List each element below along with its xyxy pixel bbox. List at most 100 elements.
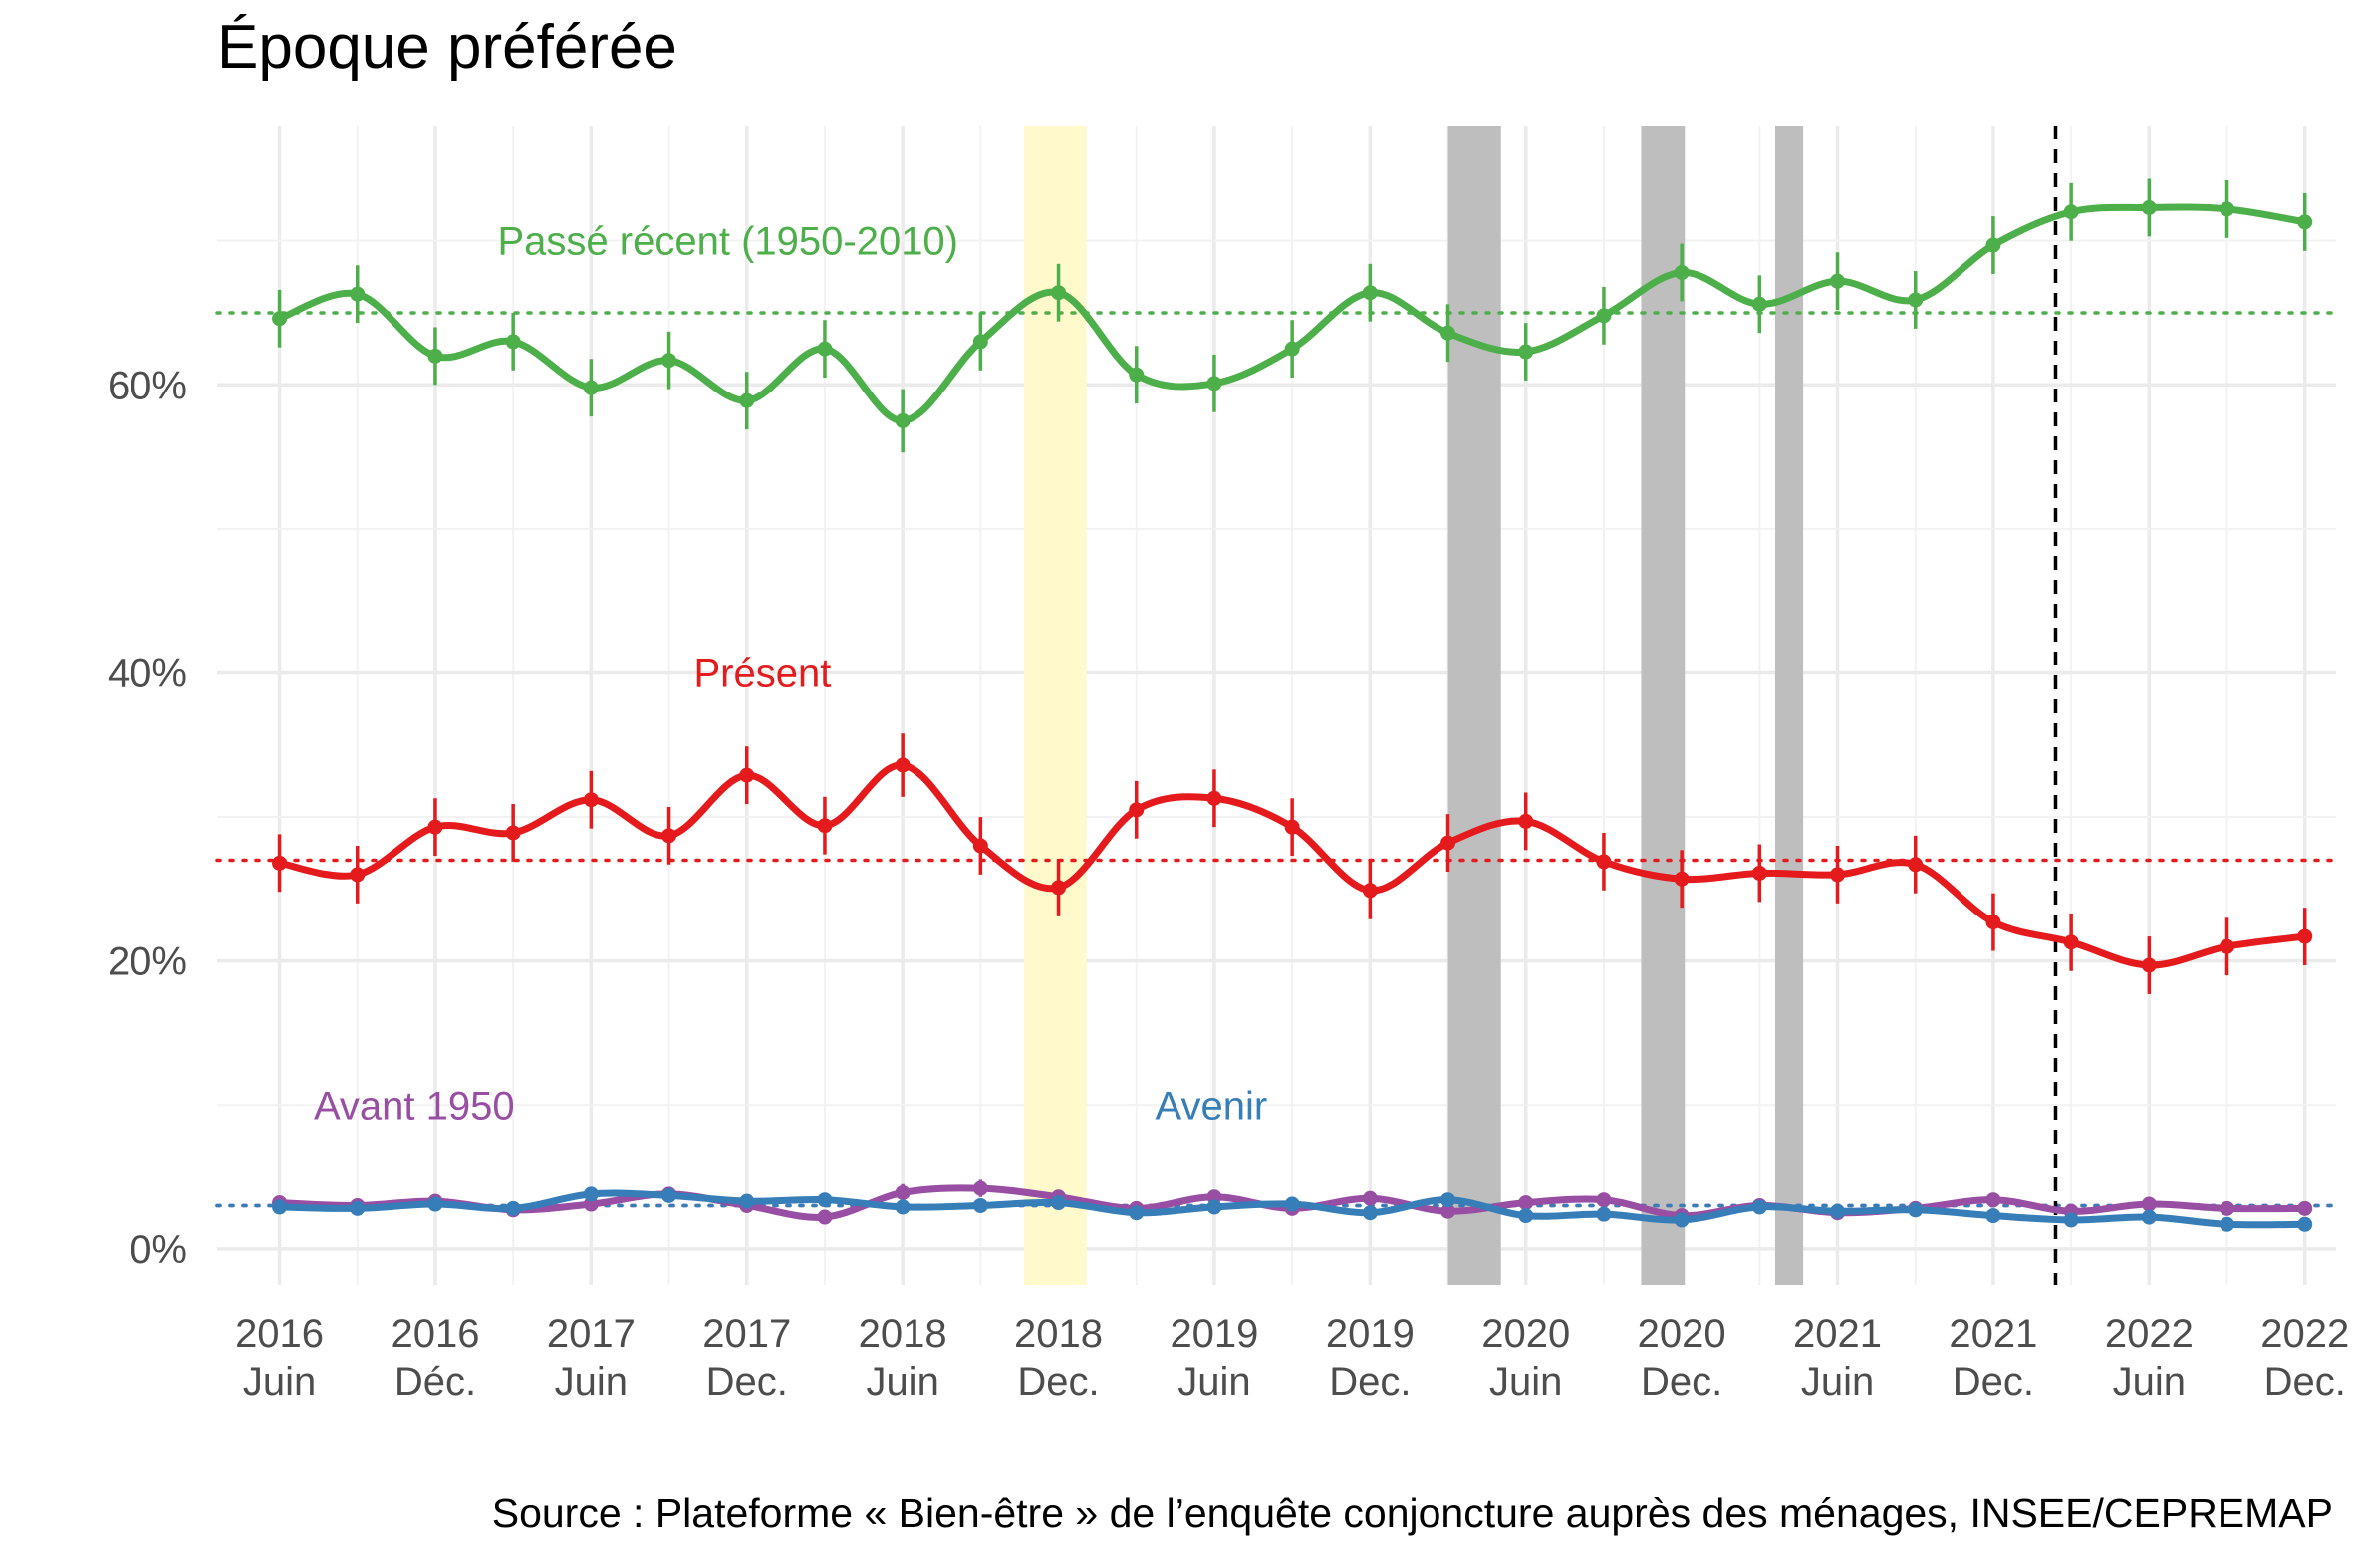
data-point xyxy=(2297,928,2313,944)
chart-title: Époque préférée xyxy=(217,13,677,82)
x-tick-label-year: 2017 xyxy=(547,1312,636,1356)
series-0 xyxy=(272,178,2313,453)
data-point xyxy=(427,348,443,364)
x-tick-label-period: Dec. xyxy=(2264,1360,2346,1404)
x-tick-label-period: Dec. xyxy=(706,1360,788,1404)
data-point xyxy=(583,792,599,808)
data-point xyxy=(2220,938,2235,954)
x-tick-label-year: 2016 xyxy=(235,1312,324,1356)
gridlines xyxy=(217,126,2336,1285)
data-point xyxy=(1985,1208,2001,1224)
x-tick-label-period: Juin xyxy=(866,1360,938,1404)
x-tick-label-period: Dec. xyxy=(1329,1360,1411,1404)
data-point xyxy=(1362,1205,1378,1221)
x-tick-label-period: Juin xyxy=(243,1360,316,1404)
data-point xyxy=(1440,835,1456,851)
x-tick-label-year: 2018 xyxy=(859,1312,947,1356)
data-point xyxy=(1518,813,1534,829)
data-point xyxy=(1129,1205,1145,1221)
data-point xyxy=(1129,802,1145,818)
data-point xyxy=(895,1184,911,1200)
x-tick-label-year: 2021 xyxy=(1793,1312,1882,1356)
x-tick-label-year: 2016 xyxy=(391,1312,479,1356)
data-point xyxy=(1908,292,1924,308)
data-point xyxy=(1284,341,1300,357)
x-tick-label-year: 2019 xyxy=(1170,1312,1258,1356)
shaded-periods xyxy=(1024,126,1804,1285)
data-point xyxy=(1051,1195,1067,1211)
data-point xyxy=(817,1192,833,1208)
data-point xyxy=(817,818,833,834)
x-tick-label-period: Dec. xyxy=(1953,1360,2034,1404)
data-point xyxy=(1674,264,1690,280)
data-point xyxy=(817,1209,833,1225)
data-point xyxy=(1518,1208,1534,1224)
data-point xyxy=(1440,325,1456,341)
data-point xyxy=(350,286,366,302)
data-point xyxy=(583,380,599,395)
series-1 xyxy=(272,733,2313,994)
x-tick-label-year: 2019 xyxy=(1326,1312,1415,1356)
data-point xyxy=(2063,204,2079,220)
data-point xyxy=(661,353,677,369)
data-point xyxy=(2063,934,2079,950)
data-point xyxy=(350,867,366,883)
x-tick-label-period: Juin xyxy=(1177,1360,1250,1404)
data-point xyxy=(1908,857,1924,873)
data-point xyxy=(1830,867,1846,883)
series-label: Passé récent (1950-2010) xyxy=(498,220,959,264)
series-labels: Passé récent (1950-2010) Présent Avant 195… xyxy=(314,220,1267,1129)
data-point xyxy=(972,1197,988,1213)
data-point xyxy=(1518,1195,1534,1211)
data-point xyxy=(895,757,911,773)
data-point xyxy=(1985,1192,2001,1208)
data-point xyxy=(1284,819,1300,835)
x-tick-label-period: Dec. xyxy=(1641,1360,1722,1404)
reference-lines xyxy=(215,311,2338,1208)
data-point xyxy=(2220,201,2235,217)
data-point xyxy=(895,1199,911,1215)
y-axis-ticks: 0% 20% 40% 60% xyxy=(108,364,187,1272)
data-point xyxy=(2297,1200,2313,1216)
y-tick-label: 60% xyxy=(108,364,187,407)
data-point xyxy=(972,334,988,350)
x-tick-label-year: 2018 xyxy=(1014,1312,1103,1356)
data-point xyxy=(739,1193,755,1209)
data-point xyxy=(2297,214,2313,230)
x-tick-label-year: 2017 xyxy=(702,1312,791,1356)
data-point xyxy=(427,1196,443,1212)
shaded-period xyxy=(1447,126,1501,1285)
data-point xyxy=(2220,1200,2235,1216)
series-line xyxy=(276,203,2309,424)
x-tick-label-period: Juin xyxy=(2113,1360,2186,1404)
data-point xyxy=(739,392,755,408)
data-point xyxy=(2220,1216,2235,1232)
data-point xyxy=(1596,1192,1612,1208)
data-point xyxy=(1751,865,1767,881)
y-tick-label: 0% xyxy=(130,1228,187,1272)
data-point xyxy=(2141,957,2157,973)
data-point xyxy=(1985,237,2001,253)
x-tick-label-year: 2020 xyxy=(1481,1312,1570,1356)
series-label: Présent xyxy=(693,652,831,695)
shaded-period xyxy=(1641,126,1686,1285)
data-point xyxy=(1596,854,1612,870)
x-tick-label-period: Juin xyxy=(555,1360,628,1404)
data-point xyxy=(1596,1206,1612,1222)
data-point xyxy=(1362,285,1378,301)
data-point xyxy=(1674,1212,1690,1228)
x-tick-label-period: Juin xyxy=(1489,1360,1562,1404)
data-point xyxy=(661,828,677,844)
series-3 xyxy=(272,1186,2313,1232)
data-point xyxy=(1830,1203,1846,1219)
data-point xyxy=(2141,1209,2157,1225)
data-point xyxy=(1362,1190,1378,1206)
data-point xyxy=(272,311,288,327)
data-point xyxy=(1518,344,1534,360)
data-point xyxy=(972,1180,988,1196)
series-label: Avenir xyxy=(1156,1084,1268,1128)
data-point xyxy=(661,1187,677,1203)
data-point xyxy=(1206,1199,1222,1215)
x-tick-label-period: Déc. xyxy=(394,1360,476,1404)
